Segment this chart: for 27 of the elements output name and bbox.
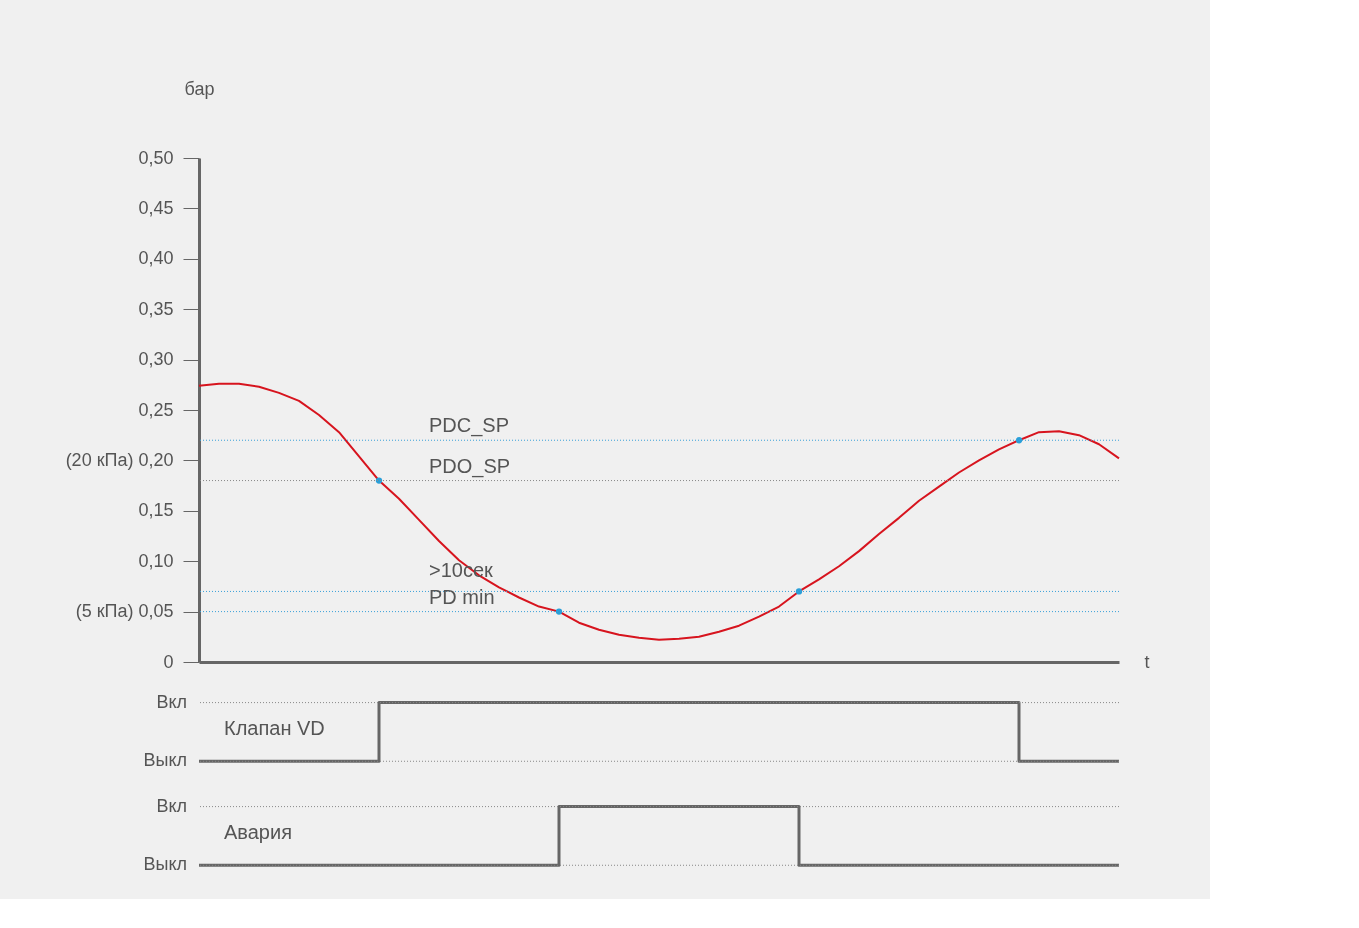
ref-line-label: Выкл [143,854,187,875]
y-tick-label: 0,45 [138,197,174,218]
ref-line-label: PDC_SP [429,414,510,438]
ref-line-label: PDO_SP [429,454,511,478]
point [555,608,563,615]
x-axis-title: t [1144,651,1150,672]
y-tick-label: 0,30 [138,349,174,370]
y-tick-label: 0,15 [138,500,174,521]
point [795,588,803,595]
y-tick-label: 0,25 [138,399,174,420]
ref-line-label: PD min [429,585,495,608]
y-tick-label: (20 кПа) 0,20 [65,449,174,470]
point [375,477,383,484]
y-tick-label: 0,35 [138,298,174,319]
annotation: Авария [224,821,292,843]
line-series [198,382,1120,641]
ref-line-label: Вкл [156,691,187,712]
ref-line-label: Вкл [156,795,187,816]
y-axis-title: бар [184,78,215,99]
annotation: Клапан VD [224,717,325,739]
y-tick-label: 0 [163,651,174,672]
y-tick-label: 0,10 [138,550,174,571]
y-tick-label: (5 кПа) 0,05 [75,601,174,622]
ref-line-label: Выкл [143,750,187,771]
y-tick-label: 0,40 [138,248,174,269]
point [1015,437,1023,444]
y-tick-label: 0,50 [138,147,174,168]
